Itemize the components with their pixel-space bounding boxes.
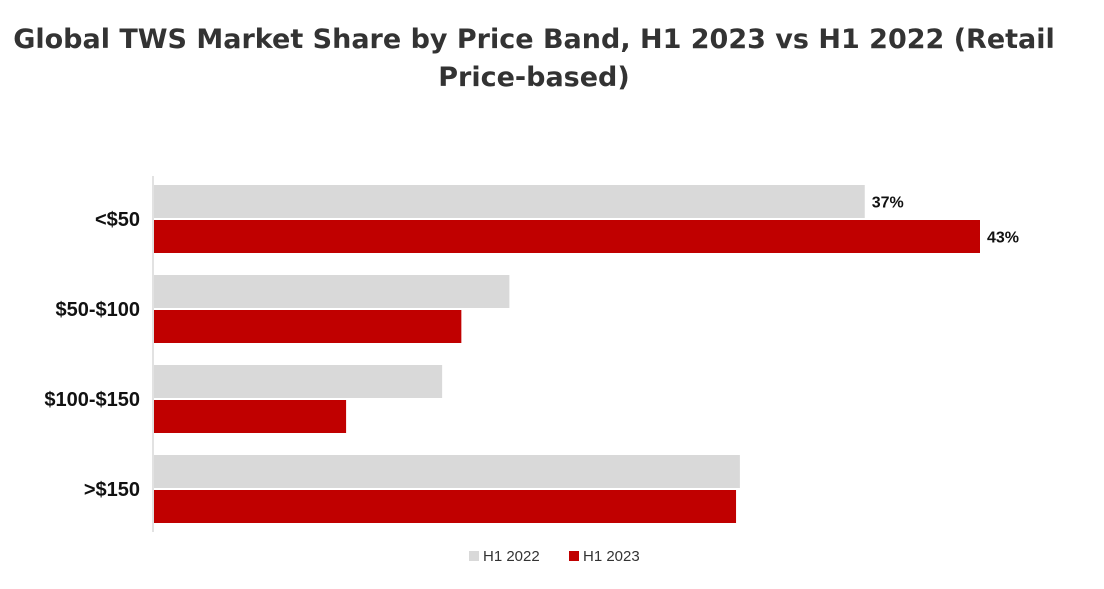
legend-swatch [469, 551, 479, 561]
bar-h1-2022 [154, 455, 740, 488]
bar-h1-2022 [154, 365, 443, 398]
chart-title-line-1: Global TWS Market Share by Price Band, H… [13, 24, 1055, 55]
legend: H1 2022 H1 2023 [469, 548, 640, 565]
legend-label: H1 2022 [483, 548, 540, 565]
legend-swatch [569, 551, 579, 561]
bar-h1-2022 [154, 275, 510, 308]
data-label: 37% [872, 195, 904, 212]
chart-title-line-2: Price-based) [438, 62, 629, 93]
category-label: $50-$100 [55, 299, 140, 321]
category-label: >$150 [84, 479, 140, 501]
category-label: <$50 [95, 209, 140, 231]
bar-h1-2022 [154, 185, 865, 218]
bar-h1-2023 [154, 400, 347, 433]
legend-label: H1 2023 [583, 548, 640, 565]
bar-h1-2023 [154, 490, 737, 523]
category-label: $100-$150 [44, 389, 140, 411]
bar-h1-2023 [154, 220, 980, 253]
data-label: 43% [987, 230, 1019, 247]
bar-h1-2023 [154, 310, 462, 343]
